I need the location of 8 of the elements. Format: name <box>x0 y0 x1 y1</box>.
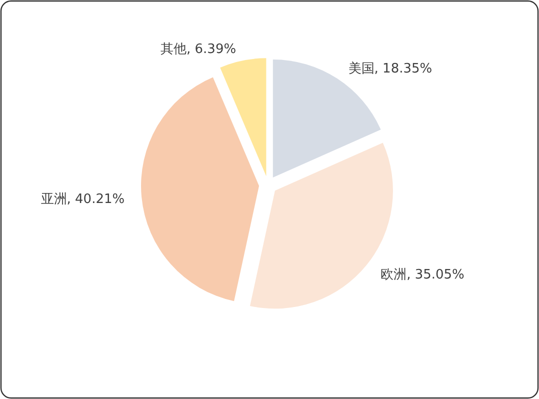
slice-label: 亚洲 <box>40 192 67 208</box>
data-label: , 6.39% <box>186 42 236 57</box>
data-label: , 35.05% <box>406 267 464 282</box>
data-label: , 40.21% <box>66 192 125 208</box>
slice-label: 美国 <box>348 60 374 77</box>
data-label: , 18.35% <box>374 62 432 77</box>
slice-label: 欧洲 <box>380 267 407 282</box>
slice-label: 其他 <box>160 42 187 57</box>
